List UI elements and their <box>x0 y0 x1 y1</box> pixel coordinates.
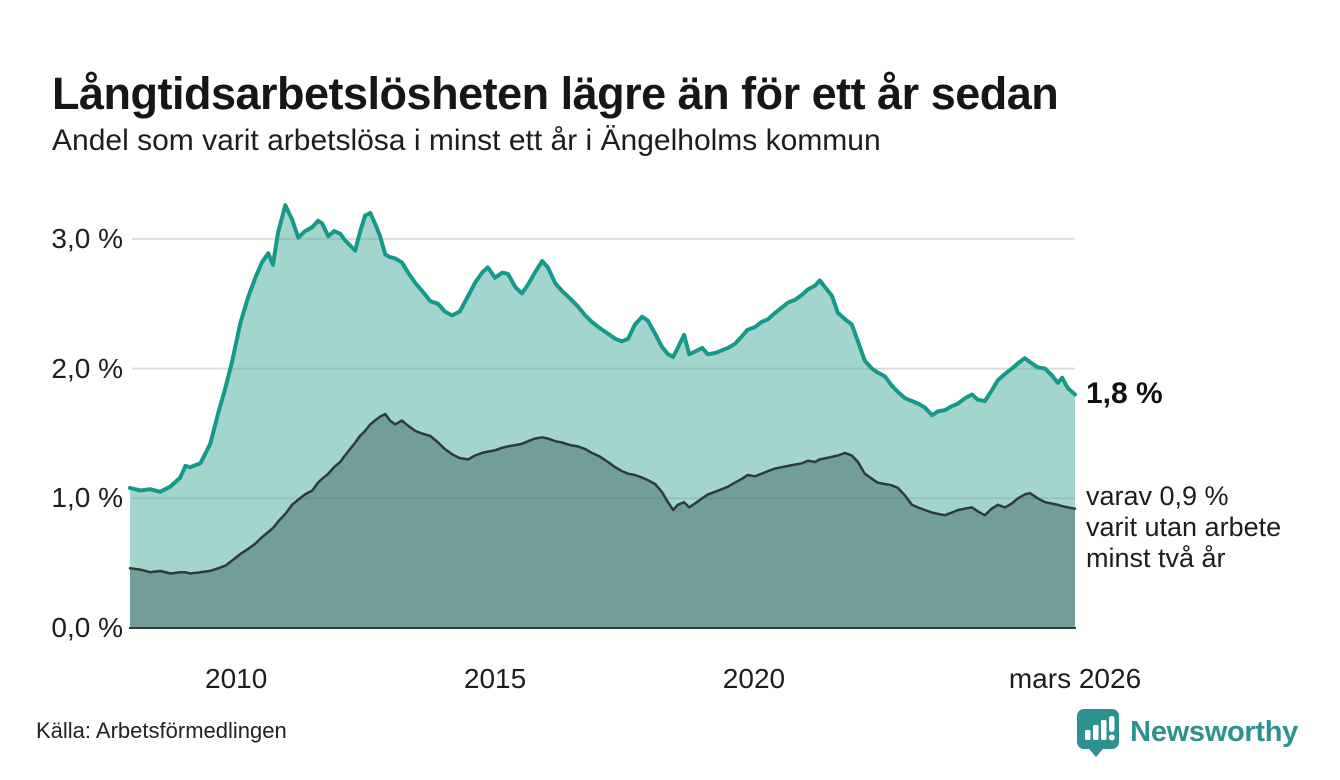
x-axis-tick-label: 2015 <box>463 663 527 694</box>
end-label-total-value: 1,8 % <box>1086 376 1163 410</box>
x-axis-tick-label: 2020 <box>722 663 786 694</box>
end-label-two-years-line3: minst två år <box>1086 542 1226 573</box>
end-label-two-years-line1: varav 0,9 % <box>1086 480 1229 511</box>
page-title: Långtidsarbetslösheten lägre än för ett … <box>52 68 1059 120</box>
page-subtitle: Andel som varit arbetslösa i minst ett å… <box>52 124 881 157</box>
newsworthy-wordmark: Newsworthy <box>1130 715 1298 748</box>
y-axis-tick-label: 0,0 % <box>51 612 123 643</box>
newsworthy-logo-icon <box>1077 709 1120 757</box>
y-axis-tick-label: 1,0 % <box>51 482 123 514</box>
source-note: Källa: Arbetsförmedlingen <box>36 718 287 743</box>
y-axis-tick-label: 3,0 % <box>51 222 123 254</box>
newsworthy-logo: Newsworthy <box>1076 706 1298 758</box>
x-axis-tick-label: 2010 <box>204 663 268 694</box>
end-label-two-years-line2: varit utan arbete <box>1086 511 1282 542</box>
x-axis-tick-label: mars 2026 <box>1008 663 1142 694</box>
y-axis-tick-label: 2,0 % <box>51 352 123 384</box>
end-label-two-years: varav 0,9 % varit utan arbete minst två … <box>1086 481 1281 574</box>
